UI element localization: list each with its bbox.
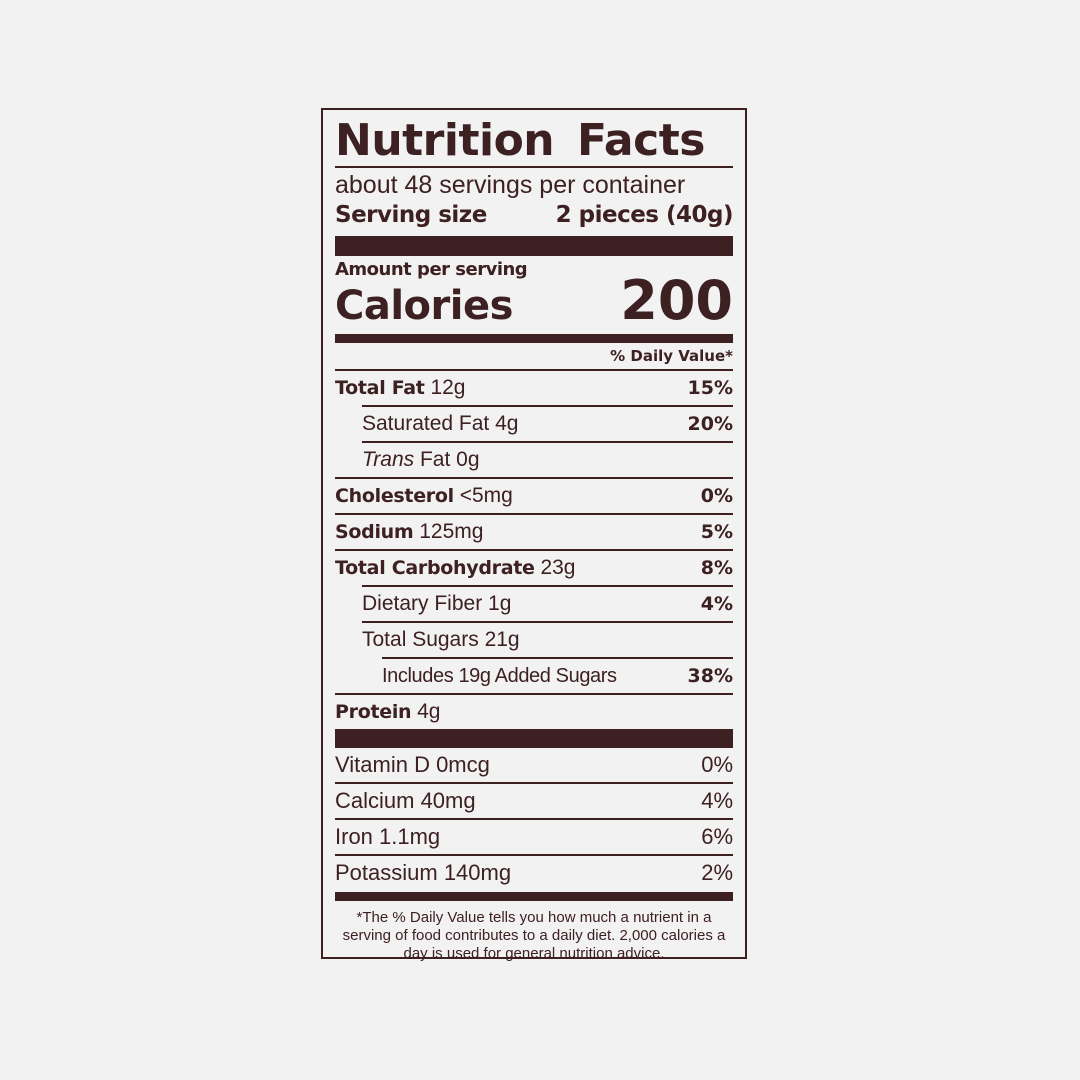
nutrient-name: Saturated Fat xyxy=(362,412,490,435)
vitamin-dv: 4% xyxy=(701,788,733,813)
nutrient-amount: 125mg xyxy=(419,520,484,543)
vitamin-name: Iron 1.1mg xyxy=(335,824,441,849)
nutrient-row: Cholesterol <5mg 0% xyxy=(335,477,733,513)
nutrition-facts-label: Nutrition Facts about 48 servings per co… xyxy=(321,108,747,962)
nutrient-name: Includes 19g Added Sugars xyxy=(382,665,617,687)
nutrient-amount: 4g xyxy=(417,700,441,723)
nutrient-row: Total Sugars 21g xyxy=(362,621,733,657)
vitamin-name: Vitamin D 0mcg xyxy=(335,752,490,777)
nutrient-name: Trans xyxy=(362,448,415,471)
medium-divider xyxy=(335,334,733,343)
nutrient-row: Sodium 125mg 5% xyxy=(335,513,733,549)
thick-divider xyxy=(335,236,733,256)
nutrient-row: Total Fat 12g 15% xyxy=(335,369,733,405)
nutrient-row: Trans Fat 0g xyxy=(362,441,733,477)
nutrient-name: Dietary Fiber xyxy=(362,592,483,615)
nutrient-name: Protein xyxy=(335,701,412,723)
nutrient-name-suffix: Fat xyxy=(419,448,451,471)
nutrient-dv: 5% xyxy=(700,521,733,543)
serving-size-label: Serving size xyxy=(335,202,487,228)
nutrient-amount: 23g xyxy=(540,556,576,579)
medium-divider xyxy=(335,892,733,901)
daily-value-header: % Daily Value* xyxy=(610,347,733,365)
nutrient-row: Total Carbohydrate 23g 8% xyxy=(335,549,733,585)
thick-divider xyxy=(335,729,733,748)
vitamin-row: Vitamin D 0mcg 0% xyxy=(335,748,733,782)
calories-row: Calories 200 xyxy=(335,272,733,330)
serving-size-value: 2 pieces (40g) xyxy=(555,202,734,228)
label-title: Nutrition Facts xyxy=(335,115,705,166)
nutrient-row: Dietary Fiber 1g 4% xyxy=(362,585,733,621)
nutrient-row: Protein 4g xyxy=(335,693,733,729)
vitamin-dv: 2% xyxy=(701,860,733,885)
divider xyxy=(335,166,733,168)
nutrient-name: Total Carbohydrate xyxy=(335,557,535,579)
nutrient-dv: 38% xyxy=(687,665,733,687)
nutrient-amount: 4g xyxy=(495,412,519,435)
nutrient-amount: 0g xyxy=(456,448,480,471)
nutrient-dv: 8% xyxy=(700,557,733,579)
nutrient-dv: 15% xyxy=(687,377,733,399)
vitamin-name: Potassium 140mg xyxy=(335,860,512,885)
nutrient-name: Cholesterol xyxy=(335,485,454,507)
nutrient-row: Includes 19g Added Sugars 38% xyxy=(382,657,733,693)
amount-per-serving: Amount per serving xyxy=(335,259,528,280)
calories-value: 200 xyxy=(620,269,733,332)
serving-size: Serving size 2 pieces (40g) xyxy=(335,200,734,236)
nutrient-row: Saturated Fat 4g 20% xyxy=(362,405,733,441)
vitamin-row: Iron 1.1mg 6% xyxy=(335,818,733,854)
vitamin-row: Potassium 140mg 2% xyxy=(335,854,733,890)
nutrient-name: Total Fat xyxy=(335,377,425,399)
nutrient-amount: <5mg xyxy=(459,484,513,507)
calories-label: Calories xyxy=(335,283,513,329)
nutrient-dv: 4% xyxy=(700,593,733,615)
nutrient-amount: 12g xyxy=(430,376,466,399)
vitamin-row: Calcium 40mg 4% xyxy=(335,782,733,818)
nutrient-name: Sodium xyxy=(335,521,414,543)
nutrient-amount: 1g xyxy=(488,592,512,615)
nutrient-amount: 21g xyxy=(484,628,520,651)
vitamin-name: Calcium 40mg xyxy=(335,788,476,813)
footnote: *The % Daily Value tells you how much a … xyxy=(342,909,726,962)
nutrient-dv: 20% xyxy=(687,413,733,435)
nutrient-dv: 0% xyxy=(700,485,733,507)
servings-per-container: about 48 servings per container xyxy=(335,171,686,199)
nutrient-name: Total Sugars xyxy=(362,628,479,651)
vitamin-dv: 0% xyxy=(701,752,733,777)
vitamin-dv: 6% xyxy=(701,824,733,849)
